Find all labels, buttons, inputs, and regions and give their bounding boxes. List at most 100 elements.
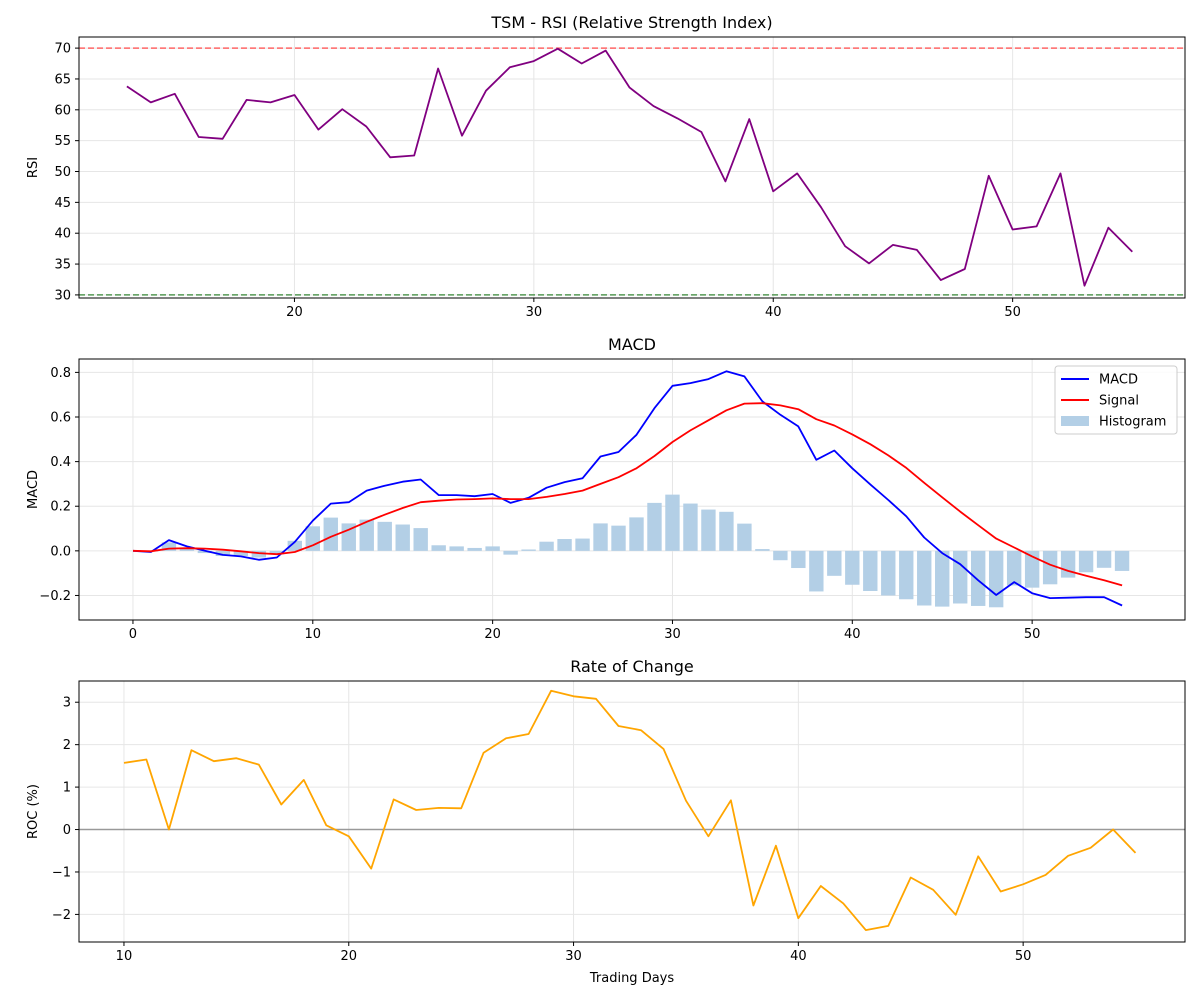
axes-frame xyxy=(78,358,1186,621)
histogram-bar xyxy=(377,521,392,551)
histogram-bar xyxy=(647,502,662,551)
chart-title: MACD xyxy=(608,335,656,354)
y-tick-label: 70 xyxy=(54,42,71,57)
y-tick-label: −1 xyxy=(52,865,71,880)
signal-line xyxy=(132,402,1123,587)
chart-panel-3: 10 20 30 40 50 −2 −1 0 1 2 3 Rate of Change ROC (%) T… xyxy=(26,657,1186,986)
y-tick-label: 35 xyxy=(54,258,71,273)
histogram-bar xyxy=(611,525,626,551)
x-tick-label: 50 xyxy=(1015,949,1032,964)
y-tick-label: 2 xyxy=(63,738,71,753)
histogram-bar xyxy=(1006,550,1022,586)
histogram-bar xyxy=(503,550,518,555)
x-tick-label: 40 xyxy=(790,949,807,964)
histogram-bar xyxy=(701,509,716,551)
histogram-bar xyxy=(1042,550,1058,585)
y-axis-label: ROC (%) xyxy=(26,784,41,839)
histogram-bar xyxy=(809,550,824,592)
y-tick-label: 0.6 xyxy=(50,411,71,426)
histogram-bar xyxy=(197,550,213,554)
y-tick-label: 45 xyxy=(54,196,71,211)
x-tick-label: 20 xyxy=(340,949,357,964)
histogram-bar xyxy=(593,523,608,551)
histogram-bar xyxy=(1078,550,1094,573)
chart-panel-2: 0 10 20 30 40 50−0.20.00.20.40.60.8MACDMACDMA… xyxy=(26,335,1186,642)
histogram-bar xyxy=(557,539,572,551)
y-tick-label: 0.4 xyxy=(50,455,71,470)
histogram-bar xyxy=(1060,550,1076,578)
histogram-bar xyxy=(1024,550,1040,588)
x-axis-label: Trading Days xyxy=(589,971,674,986)
histogram-bar xyxy=(575,538,590,551)
y-tick-label: 55 xyxy=(54,134,71,149)
legend-label: Histogram xyxy=(1099,415,1166,430)
histogram-bar xyxy=(988,550,1004,608)
series-line xyxy=(126,47,1133,287)
y-tick-label: 0.0 xyxy=(50,544,71,559)
chart-title: TSM - RSI (Relative Strength Index) xyxy=(490,13,772,32)
histogram-bar xyxy=(935,550,950,607)
histogram-bar xyxy=(521,549,536,551)
histogram-bar xyxy=(737,523,752,551)
y-tick-label: 0 xyxy=(63,823,71,838)
histogram-bar xyxy=(323,517,338,551)
y-tick-label: −0.2 xyxy=(39,589,71,604)
histogram-bar xyxy=(755,549,770,551)
x-tick-label: 40 xyxy=(765,305,782,320)
histogram-bar xyxy=(215,550,231,556)
axes-frame xyxy=(78,36,1186,299)
histogram-bar xyxy=(287,540,302,551)
plot-area xyxy=(132,370,1130,608)
plot-area xyxy=(79,689,1185,931)
chart-panel-1: 20 30 40 50 30 35 40 45 50 55 60 65 70 TSM - RSI (Rel… xyxy=(26,13,1186,320)
chart-title: Rate of Change xyxy=(570,657,694,676)
y-tick-label: −2 xyxy=(52,908,71,923)
y-tick-label: 0.8 xyxy=(50,366,71,381)
histogram-bar xyxy=(431,545,446,551)
histogram-bar xyxy=(251,550,267,558)
histogram-bar xyxy=(665,494,680,551)
x-tick-label: 50 xyxy=(1004,305,1021,320)
x-tick-label: 20 xyxy=(286,305,303,320)
histogram-bar xyxy=(629,517,644,551)
histogram-bar xyxy=(719,511,734,551)
histogram-bar xyxy=(179,549,195,551)
macd-line xyxy=(132,370,1123,607)
x-tick-label: 10 xyxy=(116,949,133,964)
y-axis-label: RSI xyxy=(26,157,41,178)
x-tick-label: 30 xyxy=(664,627,681,642)
histogram-bar xyxy=(881,550,896,596)
legend: MACD Signal Histogram xyxy=(1054,365,1178,435)
histogram-bar xyxy=(683,503,698,551)
x-tick-label: 30 xyxy=(565,949,582,964)
x-tick-label: 10 xyxy=(305,627,322,642)
histogram-bar xyxy=(953,550,968,604)
legend-label: MACD xyxy=(1099,373,1138,388)
y-tick-label: 3 xyxy=(63,696,71,711)
series-line xyxy=(123,689,1137,931)
plot-area xyxy=(79,47,1185,296)
y-tick-label: 40 xyxy=(54,227,71,242)
histogram-bar xyxy=(827,550,842,576)
x-tick-label: 40 xyxy=(844,627,861,642)
histogram-bar xyxy=(917,550,932,606)
histogram-bar xyxy=(791,550,806,569)
histogram-bar xyxy=(467,547,482,551)
histogram-bar xyxy=(269,550,285,555)
legend-swatch-histogram xyxy=(1061,416,1089,426)
histogram-bar xyxy=(1096,550,1112,568)
histogram-bar xyxy=(233,550,249,556)
y-tick-label: 60 xyxy=(54,103,71,118)
histogram-bar xyxy=(970,550,986,606)
histogram-bar xyxy=(395,524,410,551)
histogram-bar xyxy=(899,550,914,600)
x-tick-label: 30 xyxy=(526,305,543,320)
histogram-bar xyxy=(773,550,788,561)
y-axis-label: MACD xyxy=(26,470,41,509)
y-tick-label: 1 xyxy=(63,781,71,796)
legend-label: Signal xyxy=(1099,394,1139,409)
histogram-bar xyxy=(413,528,428,551)
axes-frame xyxy=(78,680,1186,943)
y-tick-label: 0.2 xyxy=(50,500,71,515)
